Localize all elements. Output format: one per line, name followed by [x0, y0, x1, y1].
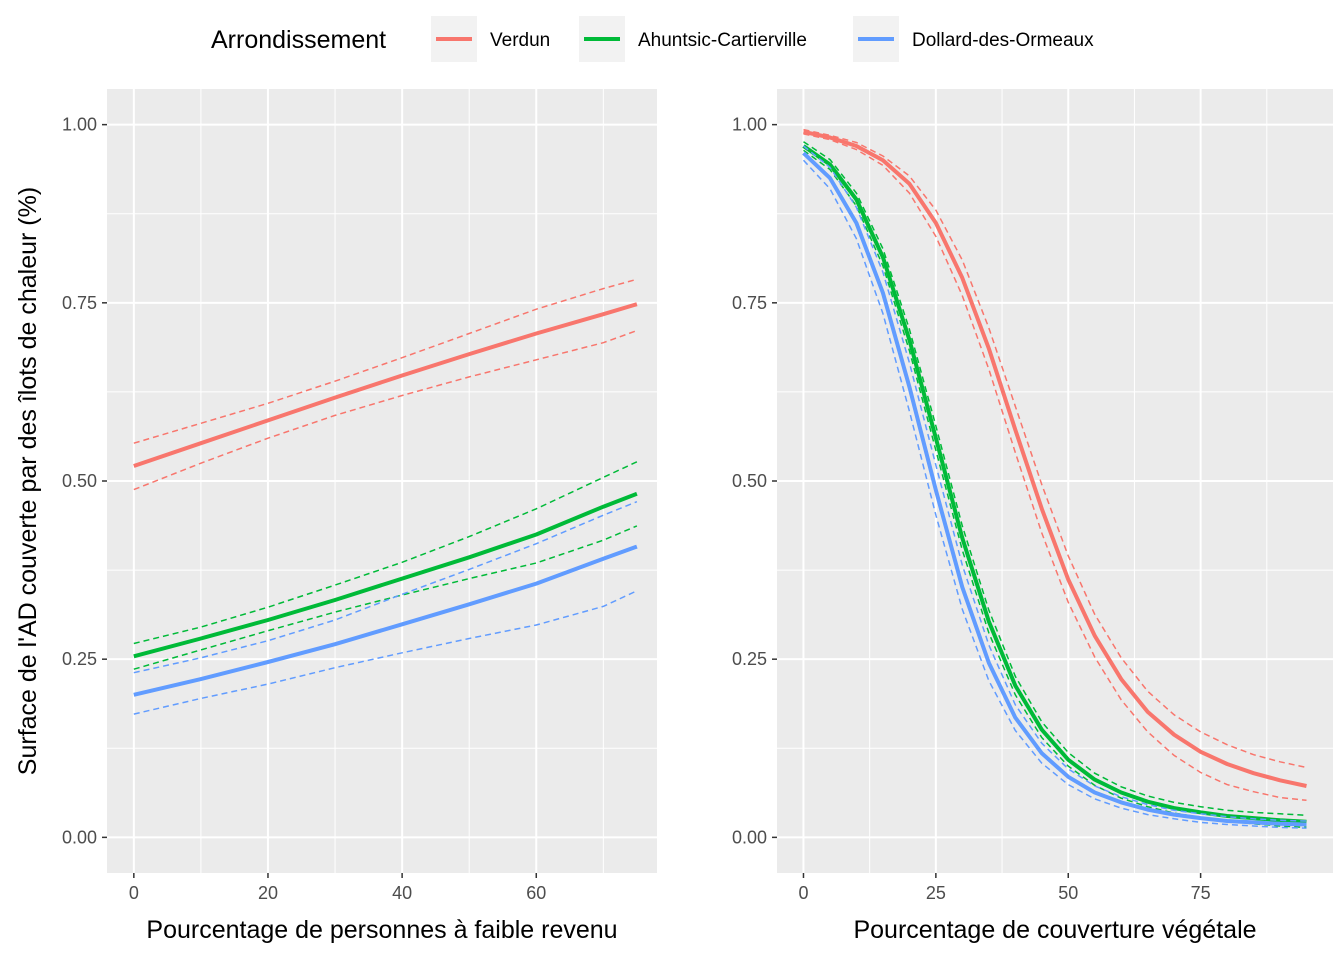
y-tick-label: 0.75 — [62, 293, 97, 313]
ci-lower-line — [133, 525, 638, 670]
y-tick-label: 0.00 — [62, 827, 97, 847]
panel-vegetation: 0 25 50 75 0.00 0.25 0.50 0.75 1.00 Pourcentage d… — [732, 89, 1333, 944]
ci-upper-line — [803, 141, 1307, 817]
legend-label-verdun: Verdun — [490, 30, 550, 51]
y-tick-label: 0.25 — [732, 649, 767, 669]
ci-upper-line — [133, 501, 638, 674]
legend: Arrondissement Verdun Ahuntsic-Cartiervi… — [211, 16, 1094, 62]
series-line — [133, 491, 638, 659]
y-tick-label: 0.25 — [62, 649, 97, 669]
series-line — [133, 302, 638, 468]
x-tick-label: 40 — [392, 883, 412, 903]
series-line — [133, 544, 638, 697]
series-verdun — [133, 278, 638, 491]
ci-upper-line — [803, 145, 1307, 822]
y-tick-label: 1.00 — [62, 115, 97, 135]
series-ahuntsic-cartierville — [802, 141, 1307, 829]
legend-item-dollard-des-ormeaux: Dollard-des-Ormeaux — [853, 16, 1094, 62]
x-tick-label: 60 — [526, 883, 546, 903]
legend-label-ahuntsic-cartierville: Ahuntsic-Cartierville — [638, 30, 807, 51]
series-dollard-des-ormeaux — [802, 145, 1307, 829]
ci-lower-line — [802, 159, 1307, 829]
x-axis-title: Pourcentage de personnes à faible revenu — [146, 916, 617, 944]
x-tick-label: 75 — [1191, 883, 1211, 903]
x-axis-title: Pourcentage de couverture végétale — [853, 916, 1256, 944]
legend-item-ahuntsic-cartierville: Ahuntsic-Cartierville — [579, 16, 807, 62]
series-line — [802, 151, 1307, 827]
legend-item-verdun: Verdun — [431, 16, 550, 62]
y-axis-title: Surface de l'AD couverte par des îlots d… — [14, 187, 42, 775]
series-line — [803, 129, 1307, 788]
series-verdun — [803, 128, 1307, 802]
ci-lower-line — [803, 149, 1307, 829]
ci-lower-line — [803, 133, 1307, 802]
ci-lower-line — [133, 590, 638, 715]
ci-upper-line — [133, 461, 638, 645]
y-tick-label: 0.00 — [732, 827, 767, 847]
series-line — [802, 144, 1307, 824]
y-tick-label: 0.75 — [732, 293, 767, 313]
x-tick-label: 0 — [798, 883, 808, 903]
x-tick-label: 0 — [129, 883, 139, 903]
legend-label-dollard-des-ormeaux: Dollard-des-Ormeaux — [912, 30, 1094, 51]
series-ahuntsic-cartierville — [133, 461, 638, 670]
x-tick-label: 20 — [258, 883, 278, 903]
ci-upper-line — [803, 128, 1307, 769]
panel-low-income: 0 20 40 60 0.00 0.25 0.50 0.75 1.00 Pourcentage d… — [62, 89, 657, 944]
x-tick-label: 50 — [1058, 883, 1078, 903]
y-tick-label: 1.00 — [732, 115, 767, 135]
ci-upper-line — [133, 278, 638, 444]
ci-lower-line — [133, 329, 638, 491]
x-tick-label: 25 — [926, 883, 946, 903]
y-tick-label: 0.50 — [62, 471, 97, 491]
legend-title: Arrondissement — [211, 26, 386, 54]
series-dollard-des-ormeaux — [133, 501, 638, 715]
y-tick-label: 0.50 — [732, 471, 767, 491]
